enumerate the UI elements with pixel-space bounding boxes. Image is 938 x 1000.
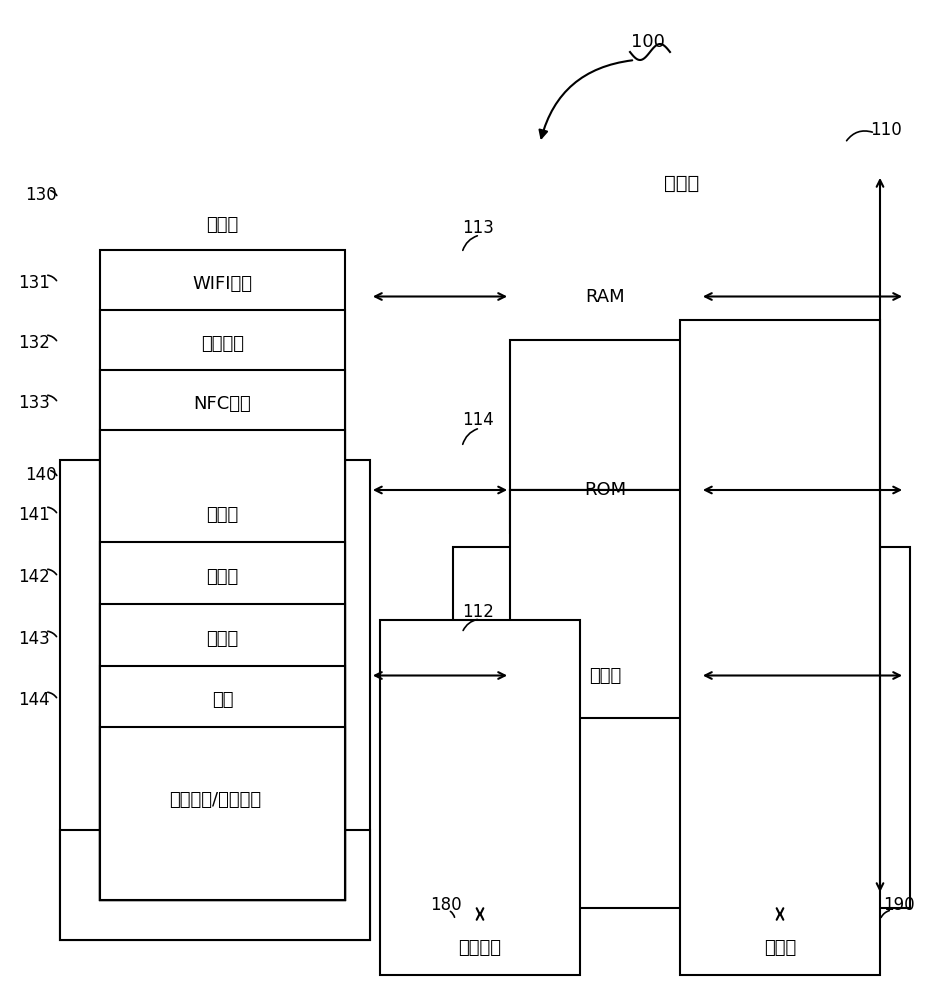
Text: 供电电源: 供电电源 — [459, 938, 502, 956]
Text: 190: 190 — [883, 896, 915, 914]
Text: RAM: RAM — [585, 288, 625, 306]
Text: 传感器: 传感器 — [206, 630, 238, 648]
Bar — [100, 604, 345, 900]
Text: 114: 114 — [462, 411, 493, 429]
Text: 131: 131 — [18, 274, 50, 292]
Text: 133: 133 — [18, 394, 50, 412]
Bar — [510, 490, 700, 718]
Bar — [100, 370, 345, 900]
Text: 112: 112 — [462, 603, 494, 621]
Text: 100: 100 — [631, 33, 665, 51]
Bar — [100, 430, 345, 900]
Text: 通信器: 通信器 — [206, 216, 238, 234]
Bar — [100, 542, 345, 900]
Text: 144: 144 — [18, 691, 50, 709]
Text: 180: 180 — [430, 896, 461, 914]
Text: 143: 143 — [18, 630, 50, 648]
Text: 按键: 按键 — [212, 692, 234, 710]
Text: WIFI模块: WIFI模块 — [192, 274, 252, 292]
Bar — [100, 310, 345, 900]
Text: 113: 113 — [462, 219, 494, 237]
Bar — [100, 727, 345, 900]
Bar — [453, 547, 910, 908]
Text: 141: 141 — [18, 506, 50, 524]
Bar — [100, 250, 345, 900]
Text: 控制器: 控制器 — [664, 174, 699, 192]
Bar — [380, 620, 580, 975]
Text: NFC模块: NFC模块 — [193, 394, 251, 412]
Bar — [60, 460, 370, 940]
Text: 麦克风: 麦克风 — [206, 506, 238, 524]
Bar — [510, 490, 700, 533]
Bar — [510, 340, 700, 490]
Text: 142: 142 — [18, 568, 50, 586]
Bar — [60, 830, 370, 940]
Text: 存储器: 存储器 — [764, 938, 796, 956]
Text: 触摸板: 触摸板 — [206, 568, 238, 586]
Text: 蓝牙模块: 蓝牙模块 — [201, 334, 244, 353]
Text: 132: 132 — [18, 334, 50, 352]
Bar — [100, 666, 345, 900]
Text: 140: 140 — [25, 466, 56, 484]
Text: 130: 130 — [25, 186, 57, 204]
Text: 110: 110 — [870, 121, 901, 139]
Text: 用户输入/输出接口: 用户输入/输出接口 — [169, 791, 261, 809]
Text: 处理器: 处理器 — [589, 666, 621, 684]
Text: ROM: ROM — [584, 481, 626, 499]
Bar — [680, 320, 880, 975]
